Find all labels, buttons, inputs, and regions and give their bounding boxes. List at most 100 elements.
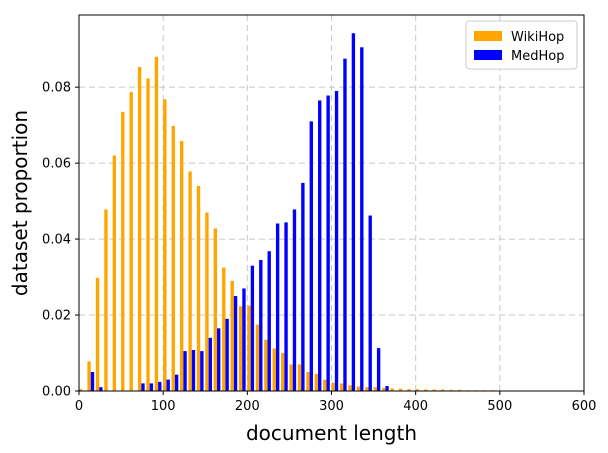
bar-medhop — [217, 328, 221, 391]
bar-medhop — [292, 209, 297, 391]
y-tick-label: 0.06 — [42, 157, 71, 172]
bar-wikihop — [238, 306, 243, 391]
bar-wikihop — [407, 389, 411, 391]
bar-wikihop — [171, 125, 175, 392]
bar-medhop — [351, 33, 356, 391]
x-tick-label: 500 — [487, 399, 512, 414]
x-tick-label: 300 — [319, 399, 344, 414]
bar-wikihop — [137, 67, 142, 392]
bar-wikihop — [339, 383, 344, 391]
x-tick-label: 100 — [151, 399, 176, 414]
bar-wikihop — [331, 382, 335, 391]
bar-wikihop — [121, 111, 125, 392]
bar-wikihop — [247, 305, 251, 391]
bar-wikihop — [449, 389, 453, 391]
bar-medhop — [368, 215, 372, 391]
bar-wikihop — [230, 280, 234, 391]
bar-wikihop — [382, 387, 386, 391]
bar-wikihop — [432, 389, 436, 391]
bar-medhop — [141, 383, 145, 391]
bar-medhop — [309, 121, 313, 391]
bar-medhop — [284, 222, 288, 391]
bar-wikihop — [365, 387, 369, 391]
bar-wikihop — [323, 379, 327, 391]
bar-wikihop — [424, 389, 428, 391]
legend: WikiHop MedHop — [465, 20, 578, 70]
x-tick-label: 0 — [75, 399, 83, 414]
bar-wikihop — [457, 389, 462, 391]
bar-wikihop — [112, 155, 117, 391]
bar-wikihop — [314, 373, 319, 391]
bar-wikihop — [213, 228, 218, 391]
bar-wikihop — [87, 361, 91, 391]
bar-medhop — [225, 318, 229, 391]
bar-medhop — [301, 182, 305, 391]
bar-wikihop — [289, 364, 293, 391]
bar-medhop — [200, 351, 204, 391]
bar-wikihop — [154, 56, 159, 392]
bar-wikihop — [272, 348, 276, 391]
bar-wikihop — [129, 92, 133, 391]
bar-wikihop — [196, 185, 201, 391]
y-tick-label: 0.00 — [42, 385, 71, 400]
bar-medhop — [250, 265, 255, 391]
bar-wikihop — [255, 324, 260, 391]
x-tick-label: 200 — [235, 399, 260, 414]
bar-medhop — [343, 58, 347, 392]
bar-wikihop — [297, 364, 302, 391]
bar-wikihop — [415, 389, 420, 391]
bar-wikihop — [390, 388, 394, 391]
bar-medhop — [334, 90, 339, 391]
legend-swatch-wikihop — [474, 31, 502, 41]
bar-wikihop — [180, 141, 184, 391]
bar-medhop — [259, 259, 263, 391]
bar-wikihop — [163, 99, 167, 391]
bar-wikihop — [95, 277, 100, 391]
bar-wikihop — [146, 78, 150, 391]
x-tick-label: 600 — [572, 399, 597, 414]
bar-medhop — [318, 100, 322, 392]
bar-medhop — [233, 296, 238, 391]
x-axis-title: document length — [246, 421, 417, 445]
bar-medhop — [326, 95, 330, 391]
bar-medhop — [208, 337, 212, 391]
bar-medhop — [267, 251, 271, 391]
bar-medhop — [158, 381, 162, 391]
y-tick-label: 0.08 — [42, 81, 71, 96]
bar-medhop — [183, 351, 187, 391]
bar-wikihop — [222, 267, 226, 391]
bar-wikihop — [398, 388, 403, 391]
bar-medhop — [191, 349, 196, 391]
bar-wikihop — [348, 385, 352, 391]
bar-medhop — [376, 348, 381, 391]
bar-wikihop — [440, 389, 445, 391]
x-tick-label: 400 — [403, 399, 428, 414]
bar-wikihop — [306, 372, 310, 391]
bar-wikihop — [281, 353, 285, 391]
bar-medhop — [90, 372, 95, 391]
bar-medhop — [166, 379, 170, 391]
bar-wikihop — [356, 386, 361, 391]
y-tick-label: 0.04 — [42, 233, 71, 248]
legend-label-wikihop: WikiHop — [511, 30, 564, 45]
bar-medhop — [99, 387, 103, 391]
bar-medhop — [385, 386, 389, 391]
bar-wikihop — [205, 212, 209, 391]
bar-medhop — [275, 223, 280, 391]
bar-wikihop — [104, 209, 108, 391]
bar-wikihop — [373, 387, 377, 391]
bar-medhop — [360, 47, 364, 391]
legend-swatch-medhop — [474, 50, 502, 60]
legend-label-medhop: MedHop — [511, 49, 564, 64]
bar-medhop — [174, 374, 179, 391]
y-tick-label: 0.02 — [42, 309, 71, 324]
bar-wikihop — [264, 339, 268, 391]
bars — [79, 33, 579, 392]
y-axis-title: dataset proportion — [8, 110, 32, 296]
axis-ticks: 0 100 200 300 400 500 600 0.00 0.02 0.04 0.06 0.08 — [42, 81, 596, 414]
bar-medhop — [242, 288, 246, 391]
bar-wikihop — [79, 389, 83, 391]
bar-wikihop — [188, 171, 192, 391]
bar-medhop — [149, 383, 154, 391]
